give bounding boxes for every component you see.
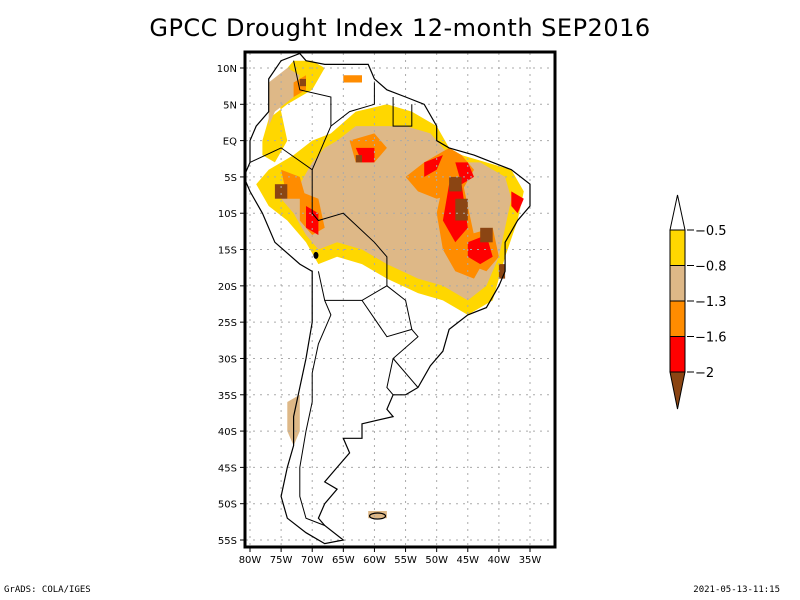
drought-shading-layer [256,61,524,519]
colorbar-segment [670,337,685,373]
lon-tick-label: 55W [394,555,417,566]
longitude-axis: 80W 75W 70W 65W 60W 55W 50W 45W 40W 35W [239,547,542,566]
colorbar-label: −0.8 [695,260,727,275]
lon-tick-label: 75W [270,555,293,566]
country-border [300,300,331,525]
drought-area--1-6-to-1-3 [343,75,362,82]
lat-tick-label: 50S [218,500,237,511]
footer-credit: GrADS: COLA/IGES [4,585,91,595]
lon-tick-label: 70W [301,555,324,566]
footer-timestamp: 2021-05-13-11:15 [693,585,780,595]
colorbar-label: −0.5 [695,224,727,239]
colorbar-segment [670,301,685,337]
drought-area-below-2 [449,177,462,192]
colorbar-label: −2 [695,366,714,381]
drought-area-below-2 [480,228,493,243]
lon-tick-label: 50W [425,555,448,566]
drought-area-below-2 [455,199,468,221]
lat-tick-label: 30S [218,354,237,365]
lon-tick-label: 45W [456,555,479,566]
country-border [362,286,412,337]
colorbar-label: −1.3 [695,295,727,310]
lat-tick-label: 20S [218,282,237,293]
lat-tick-label: 55S [218,536,237,547]
lon-tick-label: 60W [363,555,386,566]
colorbar-segment-top-extension [670,195,685,230]
lake-titicaca [313,252,318,259]
colorbar-segment-bottom-extension [670,372,685,409]
lat-tick-label: 25S [218,318,237,329]
lat-tick-label: 10S [218,209,237,220]
lat-tick-label: 15S [218,246,237,257]
map-plot: 10N5NEQ5S10S15S20S25S30S35S40S45S50S55S … [0,0,800,600]
lon-tick-label: 35W [519,555,542,566]
lon-tick-label: 40W [488,555,511,566]
drought-area-below-2 [499,264,505,279]
lon-tick-label: 80W [239,555,262,566]
colorbar-label: −1.6 [695,331,727,346]
lat-tick-label: 10N [217,64,237,75]
colorbar-segment [670,266,685,302]
lat-tick-label: EQ [223,137,237,148]
lat-tick-label: 5S [224,173,237,184]
drought-area-below-2 [356,155,362,162]
lat-tick-label: 5N [223,100,237,111]
lat-tick-label: 35S [218,391,237,402]
latitude-axis: 10N 5N EQ 5S 10S 15S 20S 25S 30S 35S 40S 45S 50S 55S [217,64,245,547]
colorbar-segment [670,230,685,266]
lat-tick-label: 40S [218,427,237,438]
colorbar: −0.5 −0.8 −1.3 −1.6 −2 [670,195,727,409]
country-border [387,359,393,395]
lat-tick-label: 45S [218,463,237,474]
drought-area-below-2 [300,79,306,86]
lon-tick-label: 65W [332,555,355,566]
